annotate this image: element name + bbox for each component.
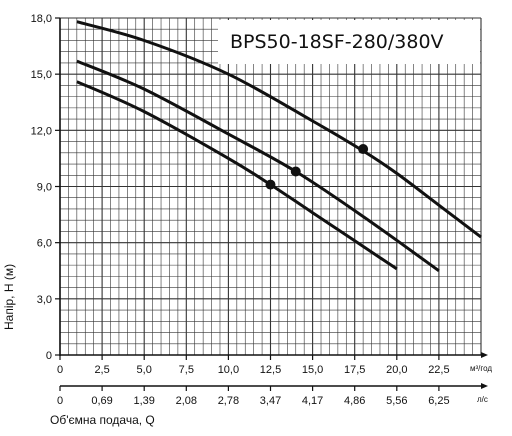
x2-tick-label: 0: [57, 395, 63, 407]
pump-curve-1: [76, 20, 482, 239]
x-tick-label: 5,0: [137, 364, 152, 376]
y-tick-labels: 0 3,0 6,0 9,0 12,0 15,0 18,0: [31, 13, 52, 362]
markers: [265, 144, 369, 190]
x2-tick-label: 2,78: [218, 395, 239, 407]
x-unit-label: м³/год: [470, 364, 492, 373]
x-tick-label: 17,5: [344, 364, 365, 376]
chart-title: BPS50-18SF-280/380V: [230, 31, 444, 53]
y-axis-label: Напір, Н (м): [2, 264, 16, 330]
x2-tick-label: 2,08: [176, 395, 197, 407]
y-tick-label: 0: [46, 350, 52, 362]
x-tick-label: 15,0: [302, 364, 323, 376]
duty-point-marker-1: [358, 144, 369, 155]
duty-point-marker-2: [290, 166, 301, 177]
x2-tick-labels: 0 0,69 1,39 2,08 2,78 3,47 4,17 4,86 5,56 6,25: [57, 395, 450, 407]
x2-tick-label: 6,25: [428, 395, 449, 407]
x-tick-label: 7,5: [179, 364, 194, 376]
curves: [76, 20, 482, 273]
duty-point-marker-3: [265, 179, 276, 190]
x2-tick-label: 0,69: [91, 395, 112, 407]
x-tick-labels: 0 2,5 5,0 7,5 10,0 12,5 15,0 17,5 20,0 22,5: [57, 364, 450, 376]
x2-tick-label: 1,39: [133, 395, 154, 407]
pump-curve-2: [76, 59, 440, 273]
x-tick-label: 22,5: [428, 364, 449, 376]
title-box: [218, 20, 480, 64]
x2-tick-label: 4,17: [302, 395, 323, 407]
y-tick-label: 18,0: [31, 13, 52, 25]
axes: [55, 17, 488, 391]
x-tick-label: 2,5: [94, 364, 109, 376]
x2-axis-arrow: [481, 383, 488, 389]
x2-tick-label: 4,86: [344, 395, 365, 407]
x-tick-label: 0: [57, 364, 63, 376]
y-tick-label: 12,0: [31, 125, 52, 137]
x-axis-arrow: [481, 352, 488, 358]
x2-unit-label: л/с: [477, 395, 488, 404]
y-tick-label: 9,0: [37, 182, 52, 194]
x-axis-label: Об'ємна подача, Q: [50, 413, 155, 427]
x-tick-label: 12,5: [260, 364, 281, 376]
y-tick-label: 15,0: [31, 69, 52, 81]
y-tick-label: 3,0: [37, 294, 52, 306]
pump-curve-3: [76, 80, 398, 271]
x-tick-label: 20,0: [386, 364, 407, 376]
x-tick-label: 10,0: [218, 364, 239, 376]
x2-tick-label: 3,47: [260, 395, 281, 407]
y-tick-label: 6,0: [37, 238, 52, 250]
x2-tick-label: 5,56: [386, 395, 407, 407]
